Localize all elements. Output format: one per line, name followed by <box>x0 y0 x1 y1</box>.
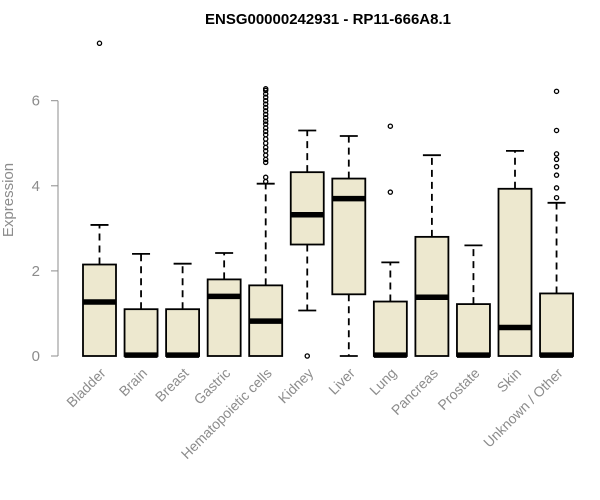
outlier-point <box>262 174 269 181</box>
outlier-point <box>262 86 269 92</box>
outlier-point <box>262 97 269 104</box>
outlier-point <box>262 156 269 163</box>
y-tick-label: 6 <box>32 93 40 110</box>
outlier-point <box>262 104 269 111</box>
x-tick-label: Brain <box>116 365 150 399</box>
outlier-point <box>262 91 269 97</box>
outlier-point <box>304 353 310 359</box>
outlier-point <box>262 178 269 185</box>
outlier-point <box>553 163 560 170</box>
x-tick-label: Lung <box>366 365 399 398</box>
boxes-group <box>82 40 574 359</box>
y-axis: 0 2 4 6 <box>32 93 59 365</box>
box-rect <box>456 303 491 357</box>
box-rect <box>539 292 574 357</box>
outlier-point <box>553 127 560 134</box>
box-rect <box>289 171 325 246</box>
outlier-point <box>262 140 269 146</box>
x-tick-label: Bladder <box>63 365 109 411</box>
box-unknown-other <box>539 88 574 358</box>
box-kidney <box>289 129 325 359</box>
box-liver <box>331 135 367 357</box>
outlier-point <box>262 144 269 151</box>
box-prostate <box>456 244 491 358</box>
box-hematopoietic-cells <box>248 86 284 357</box>
outlier-point <box>262 131 269 138</box>
outlier-point <box>262 159 269 166</box>
box-rect <box>165 308 201 357</box>
outlier-point <box>262 128 269 135</box>
x-tick-label: Liver <box>325 365 358 398</box>
x-tick-label: Unknown / Other <box>480 365 566 451</box>
x-tick-label: Prostate <box>434 365 482 413</box>
box-rect <box>123 308 159 357</box>
outlier-point <box>262 121 269 127</box>
outlier-point <box>553 88 560 95</box>
box-rect <box>372 300 408 357</box>
box-rect <box>82 263 117 357</box>
x-tick-label: Kidney <box>275 365 317 407</box>
outlier-point <box>262 108 269 114</box>
box-skin <box>497 150 533 357</box>
outlier-point <box>553 156 560 163</box>
outlier-point <box>262 114 269 121</box>
box-pancreas <box>414 154 450 357</box>
outlier-point <box>262 111 269 118</box>
outlier-point <box>387 189 394 195</box>
x-tick-label: Skin <box>494 365 525 396</box>
outlier-point <box>262 148 269 154</box>
chart-title: ENSG00000242931 - RP11-666A8.1 <box>205 11 451 28</box>
outlier-point <box>262 118 269 124</box>
outlier-point <box>387 123 394 129</box>
y-axis-label: Expression <box>0 163 17 237</box>
outlier-point <box>96 40 103 47</box>
box-rect <box>206 278 242 357</box>
y-tick-label: 2 <box>32 263 40 280</box>
box-rect <box>497 187 533 357</box>
outlier-point <box>553 194 560 201</box>
outlier-point <box>262 152 269 158</box>
outlier-point <box>262 94 269 101</box>
outlier-point <box>553 151 560 157</box>
outlier-point <box>553 185 560 191</box>
x-tick-label: Breast <box>152 365 192 405</box>
box-gastric <box>206 252 242 357</box>
outlier-point <box>262 101 269 107</box>
y-tick-label: 0 <box>32 348 40 365</box>
box-brain <box>123 252 159 358</box>
outlier-point <box>553 172 560 178</box>
y-tick-label: 4 <box>32 178 40 195</box>
box-bladder <box>82 40 117 357</box>
box-breast <box>165 262 201 358</box>
outlier-point <box>262 136 269 142</box>
box-lung <box>372 123 408 358</box>
